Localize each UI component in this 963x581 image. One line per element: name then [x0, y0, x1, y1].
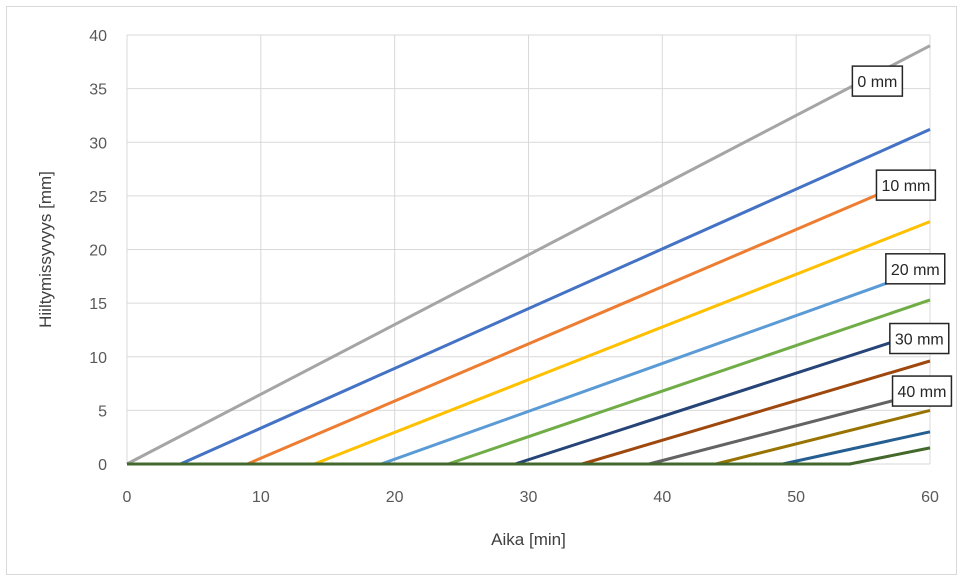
series-line-11 [127, 446, 931, 466]
annotation-text: 0 mm [857, 74, 897, 91]
y-tick-label: 20 [89, 243, 107, 260]
annotation-box [885, 253, 946, 285]
series-lines [126, 44, 931, 466]
x-tick-label: 30 [520, 489, 538, 506]
x-tick-label: 50 [787, 489, 805, 506]
annotation-text: 40 mm [898, 384, 947, 401]
annotation-label: 10 mm [875, 169, 937, 201]
annotation-label: 40 mm [891, 375, 953, 407]
annotation-box [889, 322, 950, 355]
annotation-box [875, 169, 937, 201]
annotations: 0 mm 10 mm 20 mm 30 mm 40 mm [851, 65, 953, 407]
x-tick-label: 0 [123, 489, 132, 506]
x-tick-label: 20 [386, 489, 404, 506]
tick-labels: 0 5 10 15 20 25 30 35 40 0 10 20 30 40 50 60 [89, 28, 939, 506]
x-tick-label: 40 [653, 489, 671, 506]
annotation-text: 10 mm [881, 178, 930, 195]
y-tick-label: 40 [89, 28, 107, 45]
series-line-0 [126, 44, 931, 466]
annotation-box [851, 65, 904, 97]
x-tick-label: 60 [921, 489, 939, 506]
y-tick-label: 30 [89, 135, 107, 152]
annotation-label: 20 mm [885, 253, 946, 285]
annotation-text: 30 mm [895, 332, 944, 349]
chart-frame [6, 6, 957, 575]
annotation-label: 0 mm [851, 65, 904, 97]
annotation-label: 30 mm [889, 322, 950, 355]
y-tick-label: 0 [98, 457, 107, 474]
annotation-text: 20 mm [891, 262, 940, 279]
y-tick-label: 35 [89, 82, 107, 99]
y-tick-label: 25 [89, 189, 107, 206]
x-tick-label: 10 [252, 489, 270, 506]
y-tick-label: 5 [98, 403, 107, 420]
y-axis-title: Hiiltymissyvyys [mm] [36, 171, 55, 328]
y-tick-label: 10 [89, 350, 107, 367]
annotation-box [891, 375, 953, 407]
y-tick-label: 15 [89, 296, 107, 313]
x-axis-title: Aika [min] [491, 530, 566, 549]
